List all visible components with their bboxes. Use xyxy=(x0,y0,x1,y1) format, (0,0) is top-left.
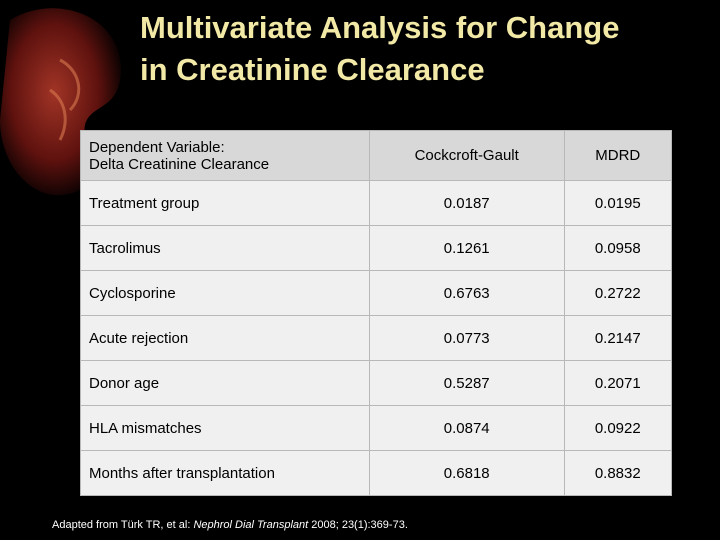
table-row: Months after transplantation 0.6818 0.8832 xyxy=(80,450,673,496)
title-line: Multivariate Analysis for Change xyxy=(140,10,620,45)
p-value: 0.2071 xyxy=(563,360,673,406)
table-row: Treatment group 0.0187 0.0195 xyxy=(80,180,673,226)
table-row: Acute rejection 0.0773 0.2147 xyxy=(80,315,673,361)
title-line: in Creatinine Clearance xyxy=(140,52,485,87)
p-value: 0.0922 xyxy=(563,405,673,451)
header-cell: MDRD xyxy=(563,130,673,181)
table-row: Donor age 0.5287 0.2071 xyxy=(80,360,673,406)
row-label: Acute rejection xyxy=(80,315,370,361)
kidney-image xyxy=(0,8,121,196)
p-value: 0.0187 xyxy=(368,180,565,226)
row-label: HLA mismatches xyxy=(80,405,370,451)
source-text: Adapted from Türk TR, et al: xyxy=(52,519,194,531)
p-value: 0.5287 xyxy=(368,360,565,406)
p-value: 0.6818 xyxy=(368,450,565,496)
p-value: 0.0874 xyxy=(368,405,565,451)
p-value: 0.0958 xyxy=(563,225,673,271)
row-label: Tacrolimus xyxy=(80,225,370,271)
source: Adapted from Türk TR, et al: Nephrol Dia… xyxy=(52,519,408,531)
p-value: 0.6763 xyxy=(368,270,565,316)
p-value: 0.0773 xyxy=(368,315,565,361)
row-label: Treatment group xyxy=(80,180,370,226)
source-text: 2008; 23(1):369-73. xyxy=(308,519,408,531)
p-value: 0.2722 xyxy=(563,270,673,316)
source-journal: Nephrol Dial Transplant xyxy=(193,519,309,531)
table: Dependent Variable: Delta Creatinine Clea… xyxy=(80,130,673,496)
table-row: Tacrolimus 0.1261 0.0958 xyxy=(80,225,673,271)
row-label: Months after transplantation xyxy=(80,450,370,496)
row-label: Donor age xyxy=(80,360,370,406)
p-value: 0.8832 xyxy=(563,450,673,496)
table-row: HLA mismatches 0.0874 0.0922 xyxy=(80,405,673,451)
table-row: Cyclosporine 0.6763 0.2722 xyxy=(80,270,673,316)
header-line: Delta Creatinine Clearance xyxy=(89,155,270,173)
p-value: 0.2147 xyxy=(563,315,673,361)
p-value: 0.0195 xyxy=(563,180,673,226)
row-label: Cyclosporine xyxy=(80,270,370,316)
header-cell: Cockcroft-Gault xyxy=(368,130,565,181)
header-line: Dependent Variable: xyxy=(89,138,225,156)
p-value: 0.1261 xyxy=(368,225,565,271)
header-row: Dependent Variable: Delta Creatinine Clea… xyxy=(80,130,673,181)
header-cell: Dependent Variable: Delta Creatinine Clea… xyxy=(80,130,370,181)
